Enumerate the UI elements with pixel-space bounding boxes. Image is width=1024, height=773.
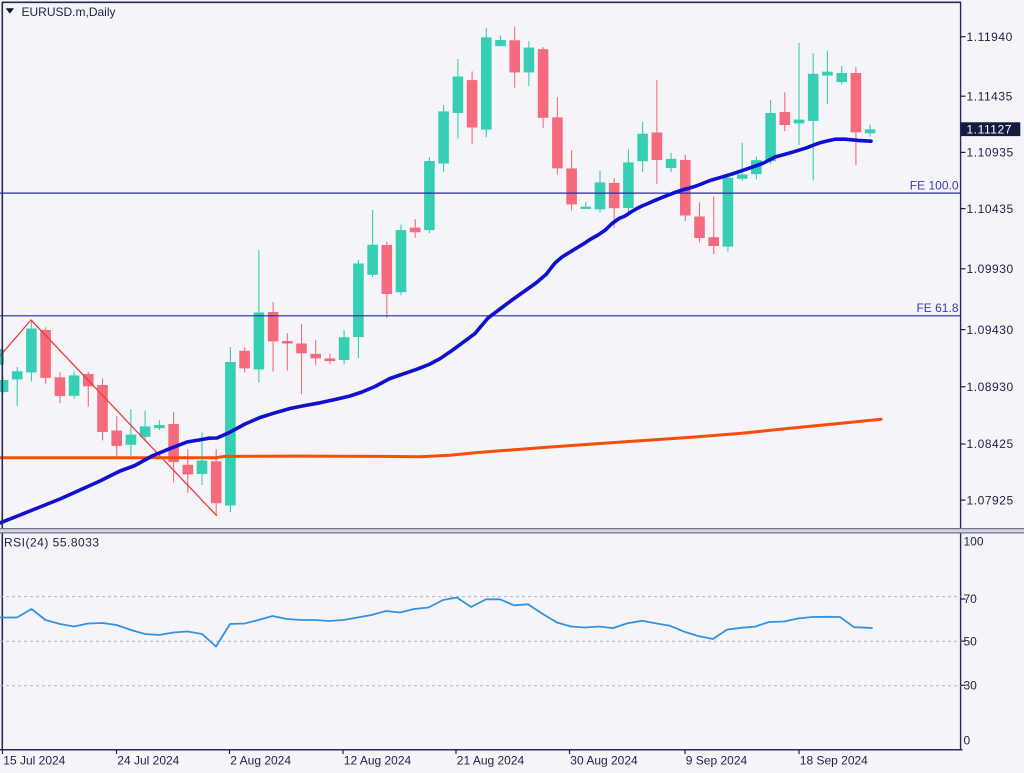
- svg-text:FE 61.8: FE 61.8: [916, 301, 958, 315]
- svg-text:9 Sep 2024: 9 Sep 2024: [686, 754, 748, 768]
- svg-text:1.10935: 1.10935: [967, 146, 1014, 160]
- svg-text:1.10435: 1.10435: [967, 202, 1014, 216]
- svg-text:1.07925: 1.07925: [967, 493, 1014, 507]
- svg-text:18 Sep 2024: 18 Sep 2024: [800, 754, 868, 768]
- svg-text:21 Aug 2024: 21 Aug 2024: [457, 754, 525, 768]
- svg-text:100: 100: [964, 534, 984, 548]
- svg-text:1.08425: 1.08425: [967, 437, 1014, 451]
- svg-text:1.09430: 1.09430: [967, 323, 1014, 337]
- svg-text:50: 50: [964, 634, 978, 648]
- svg-text:70: 70: [964, 592, 978, 606]
- svg-text:0: 0: [964, 734, 971, 748]
- svg-text:1.11940: 1.11940: [967, 30, 1013, 44]
- svg-text:1.08930: 1.08930: [967, 380, 1014, 394]
- svg-text:15 Jul 2024: 15 Jul 2024: [3, 754, 65, 768]
- svg-text:1.09930: 1.09930: [967, 262, 1014, 276]
- svg-text:RSI(24) 55.8033: RSI(24) 55.8033: [4, 536, 100, 550]
- svg-text:FE 100.0: FE 100.0: [910, 178, 959, 192]
- svg-text:30: 30: [964, 679, 978, 693]
- svg-text:EURUSD.m,Daily: EURUSD.m,Daily: [22, 5, 116, 19]
- svg-text:30 Aug 2024: 30 Aug 2024: [570, 754, 638, 768]
- svg-text:1.11435: 1.11435: [967, 89, 1013, 103]
- svg-text:1.11127: 1.11127: [967, 122, 1012, 136]
- svg-text:2 Aug 2024: 2 Aug 2024: [230, 754, 291, 768]
- svg-text:24 Jul 2024: 24 Jul 2024: [117, 754, 179, 768]
- svg-text:12 Aug 2024: 12 Aug 2024: [344, 754, 412, 768]
